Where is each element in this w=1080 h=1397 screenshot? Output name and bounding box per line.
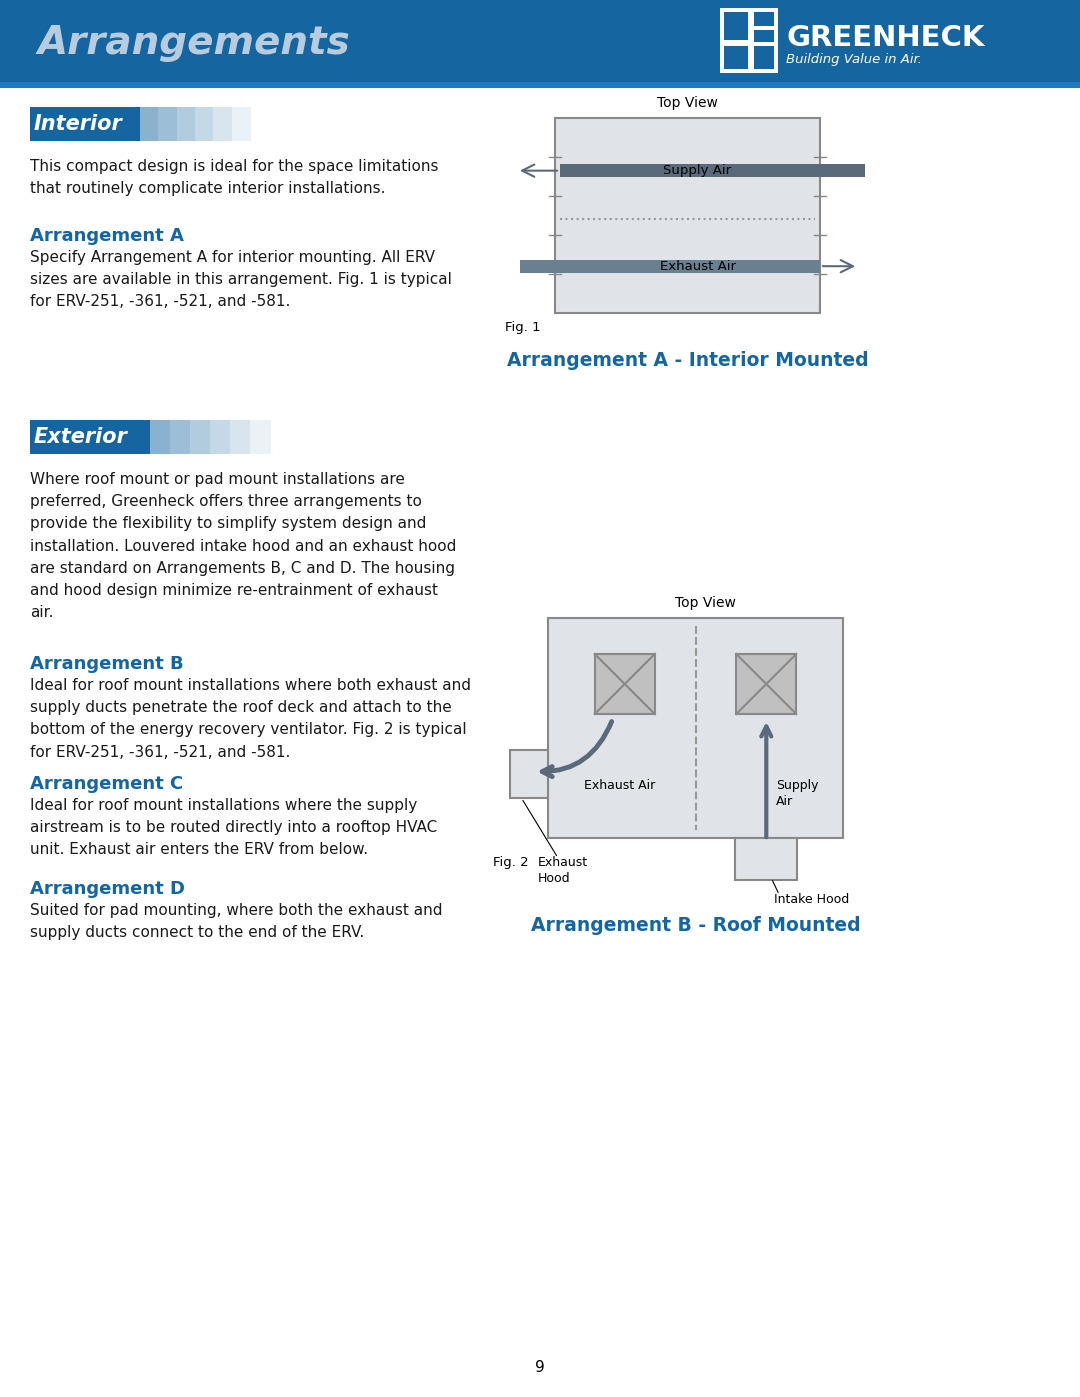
Text: Arrangements: Arrangements xyxy=(38,24,351,61)
Bar xyxy=(90,420,111,454)
Bar xyxy=(30,108,50,141)
Bar xyxy=(122,108,141,141)
Bar xyxy=(0,0,1080,82)
Bar xyxy=(249,420,271,454)
FancyArrowPatch shape xyxy=(542,722,611,777)
Text: Arrangement A - Interior Mounted: Arrangement A - Interior Mounted xyxy=(507,351,868,370)
Bar xyxy=(140,108,160,141)
Text: Specify Arrangement A for interior mounting. All ERV
sizes are available in this: Specify Arrangement A for interior mount… xyxy=(30,250,451,309)
Bar xyxy=(737,654,796,714)
Bar xyxy=(170,420,191,454)
Bar xyxy=(210,420,231,454)
Bar xyxy=(0,82,1080,88)
Text: Ideal for roof mount installations where both exhaust and
supply ducts penetrate: Ideal for roof mount installations where… xyxy=(30,678,471,760)
Text: Exhaust
Hood: Exhaust Hood xyxy=(538,856,589,886)
Bar xyxy=(30,420,150,454)
Bar xyxy=(49,108,68,141)
Bar xyxy=(561,165,865,177)
Text: Arrangement B: Arrangement B xyxy=(30,655,184,673)
Bar xyxy=(752,29,774,68)
Text: Supply
Air: Supply Air xyxy=(777,778,819,807)
Bar xyxy=(555,117,820,313)
Bar xyxy=(230,420,251,454)
Text: Interior: Interior xyxy=(33,115,123,134)
Bar xyxy=(70,420,91,454)
Bar xyxy=(190,420,211,454)
Bar xyxy=(177,108,195,141)
Text: Exhaust Air: Exhaust Air xyxy=(660,260,735,272)
Bar xyxy=(50,420,71,454)
Bar xyxy=(30,108,140,141)
Bar xyxy=(214,108,232,141)
Text: Building Value in Air.: Building Value in Air. xyxy=(786,53,922,67)
Text: Fig. 2: Fig. 2 xyxy=(492,856,528,869)
Text: Where roof mount or pad mount installations are
preferred, Greenheck offers thre: Where roof mount or pad mount installati… xyxy=(30,472,457,620)
Bar xyxy=(724,13,748,41)
Text: Intake Hood: Intake Hood xyxy=(774,893,850,907)
Bar xyxy=(720,8,778,73)
Bar xyxy=(110,420,131,454)
Bar xyxy=(735,838,797,880)
Bar xyxy=(67,108,86,141)
Text: GREENHECK: GREENHECK xyxy=(786,24,984,52)
Text: Top View: Top View xyxy=(675,597,735,610)
Bar xyxy=(150,420,171,454)
Bar xyxy=(724,43,748,68)
Bar xyxy=(104,108,123,141)
Bar xyxy=(232,108,251,141)
Bar xyxy=(30,420,51,454)
Text: Supply Air: Supply Air xyxy=(663,165,731,177)
Text: 9: 9 xyxy=(535,1361,545,1375)
Text: Suited for pad mounting, where both the exhaust and
supply ducts connect to the : Suited for pad mounting, where both the … xyxy=(30,902,443,940)
Text: Arrangement A: Arrangement A xyxy=(30,226,184,244)
Bar xyxy=(750,13,754,68)
Bar xyxy=(130,420,151,454)
Text: This compact design is ideal for the space limitations
that routinely complicate: This compact design is ideal for the spa… xyxy=(30,159,438,196)
Text: Arrangement B - Roof Mounted: Arrangement B - Roof Mounted xyxy=(530,916,861,935)
Text: Arrangement D: Arrangement D xyxy=(30,880,185,898)
Bar xyxy=(85,108,105,141)
Text: Fig. 1: Fig. 1 xyxy=(505,321,541,334)
Text: Top View: Top View xyxy=(657,96,718,110)
Text: Exhaust Air: Exhaust Air xyxy=(584,778,656,792)
Text: Exterior: Exterior xyxy=(33,427,127,447)
Bar xyxy=(752,13,774,27)
Bar xyxy=(195,108,214,141)
Bar xyxy=(595,654,654,714)
Bar xyxy=(724,42,774,46)
Bar xyxy=(519,260,820,272)
Text: Arrangement C: Arrangement C xyxy=(30,775,184,793)
Bar xyxy=(159,108,178,141)
Bar xyxy=(510,750,548,798)
Text: Ideal for roof mount installations where the supply
airstream is to be routed di: Ideal for roof mount installations where… xyxy=(30,798,437,858)
Bar xyxy=(548,617,843,838)
